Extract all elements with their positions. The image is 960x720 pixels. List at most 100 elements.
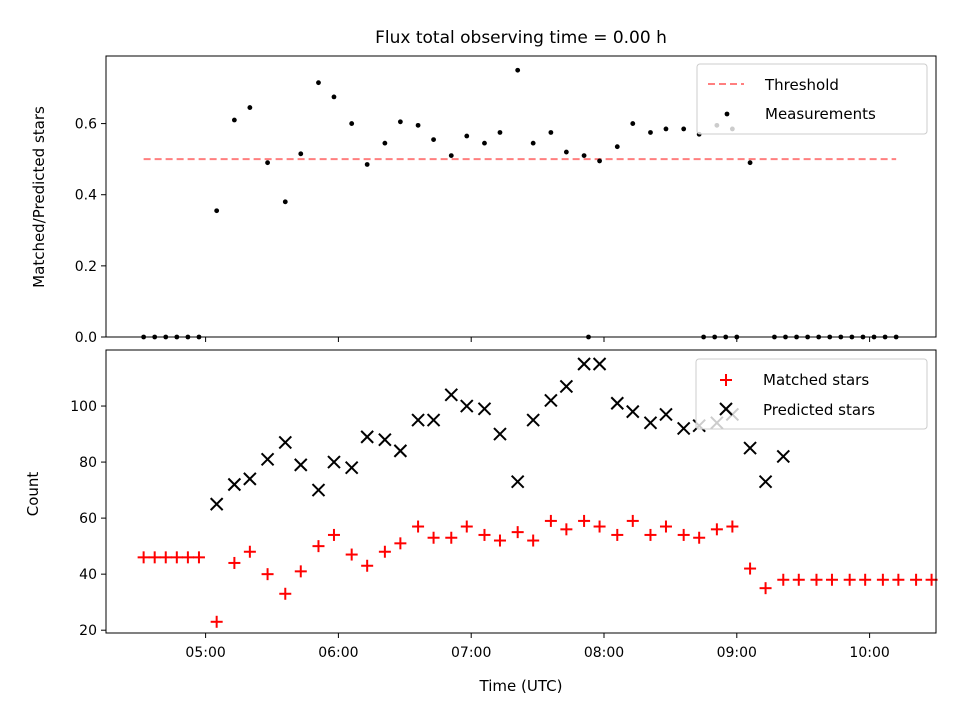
matched-star-point [243,545,256,558]
matched-star-point [644,528,657,541]
matched-star-point [910,573,923,586]
measurement-point [316,80,321,86]
matched-star-point [327,528,340,541]
predicted-star-point [460,399,474,413]
measurement-point [581,153,587,158]
legend-measurements-label: Measurements [765,105,876,123]
x-tick-label: 09:00 [717,645,757,661]
predicted-star-point [776,449,790,464]
y-tick-label: 80 [79,455,97,471]
matched-star-point [228,556,241,569]
y-tick-label: 60 [79,511,97,527]
matched-star-point [170,551,183,564]
predicted-star-point [344,460,359,475]
predicted-star-point [393,444,408,458]
matched-star-point [626,514,639,527]
matched-star-point [279,587,292,600]
matched-star-point [427,531,440,544]
predicted-star-point [577,357,591,371]
predicted-star-point [477,402,492,416]
measurement-point [747,160,753,166]
top-ticks: 0.0 0.2 0.4 0.6 [75,117,871,346]
x-tick-label: 08:00 [584,645,624,661]
matched-star-point [892,573,905,586]
predicted-star-point [676,421,691,436]
matched-star-point [210,615,223,628]
x-axis-label: Time (UTC) [479,677,563,695]
measurement-point [349,121,355,126]
x-tick-label: 06:00 [318,645,358,661]
matched-star-point [445,531,458,544]
measurement-point [663,126,669,132]
y-tick-label: 40 [79,567,97,583]
measurement-point [448,153,454,158]
measurement-point [364,162,370,167]
x-tick-label: 10:00 [849,645,889,661]
predicted-star-point [278,435,292,450]
legend-matched-label: Matched stars [763,371,869,389]
matched-star-point [511,526,524,539]
matched-star-point [493,534,506,547]
predicted-star-point [626,404,640,419]
matched-star-point [859,573,872,586]
measurement-point [614,144,620,150]
x-tick-label: 07:00 [451,645,491,661]
predicted-star-point [327,455,341,469]
y-tick-label: 0.2 [75,259,97,275]
measurement-point [298,151,304,157]
legend-predicted-swatch [719,402,733,416]
measurement-point [482,140,487,146]
matched-star-point [693,531,706,544]
legend-matched-swatch [720,374,732,386]
measurement-point [630,121,636,126]
measurement-point [497,130,503,135]
predicted-star-point [592,357,607,371]
predicted-star-point [227,477,242,492]
matched-star-point [792,573,805,586]
matched-star-point [810,573,823,586]
matched-star-point [726,520,739,533]
figure-title: Flux total observing time = 0.00 h [375,28,667,48]
matched-star-point [345,548,358,561]
bottom-legend-box [695,358,928,430]
matched-star-point [159,551,172,564]
matched-star-point [192,551,205,564]
predicted-star-point [743,441,757,455]
matched-star-point [460,520,473,533]
top-y-axis-label: Matched/Predicted stars [30,106,48,288]
measurement-point [231,117,237,123]
predicted-star-point [559,379,574,394]
measurement-point [681,126,687,132]
bottom-y-axis-label: Count [24,472,42,517]
x-tick-label: 05:00 [185,645,225,661]
predicted-star-point [659,407,673,422]
measurement-point [464,133,470,139]
top-plot-frame [105,55,937,338]
matched-star-point [261,568,274,581]
predicted-star-point [311,483,326,497]
matched-star-point [843,573,856,586]
y-tick-label: 20 [79,623,97,639]
matched-star-point [593,520,606,533]
count-points [137,357,938,628]
y-tick-label: 0.4 [75,188,97,204]
matched-star-point [876,573,889,586]
matched-star-point [312,540,325,553]
measurement-point [648,130,653,135]
y-tick-label: 0.6 [75,117,97,133]
measurement-point [530,140,536,146]
measurement-point [282,199,288,205]
bottom-plot-frame [105,349,937,634]
matched-star-point [677,528,690,541]
predicted-star-point [758,474,773,489]
matched-star-point [412,520,425,533]
measurement-point [597,158,602,164]
matched-star-point [137,551,150,564]
bottom-ticks: 05:00 06:00 07:00 08:00 09:00 10:00 20 40 60 80 10… [70,399,890,661]
legend-predicted-label: Predicted stars [763,401,875,419]
measurement-point [382,140,388,146]
predicted-star-point [544,393,558,408]
matched-star-point [294,565,307,578]
top-panel-ratio: 0.0 0.2 0.4 0.6 Matched/Predicted stars Thr… [30,55,937,346]
